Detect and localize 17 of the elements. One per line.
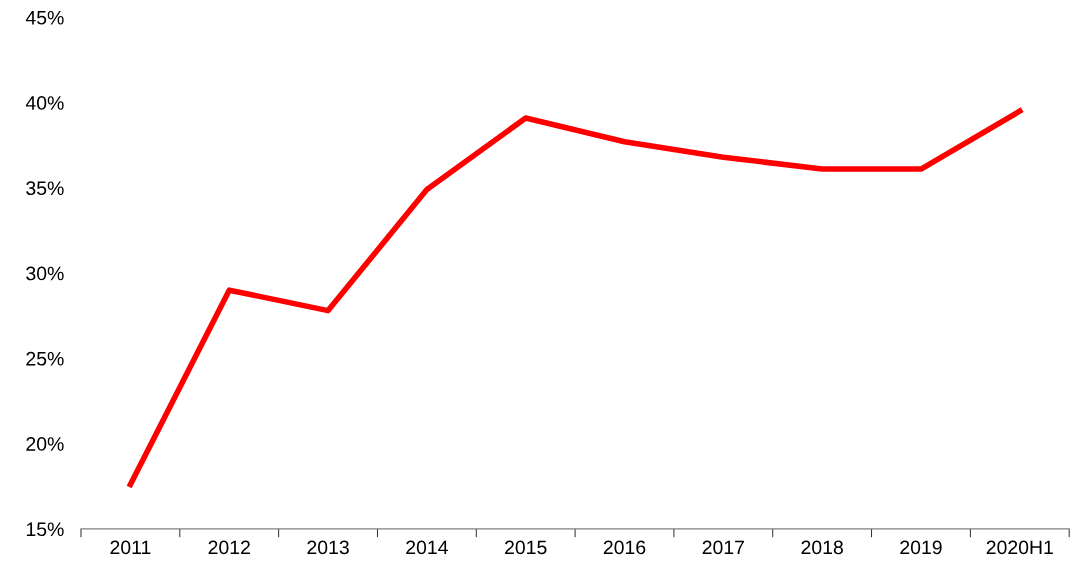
x-tick-label: 2011 [110, 540, 151, 555]
y-tick-label: 30% [26, 266, 64, 281]
y-tick-label: 15% [26, 522, 64, 537]
x-tick-label: 2019 [900, 540, 942, 555]
x-tick-label: 2016 [603, 540, 646, 555]
y-tick-label: 25% [26, 351, 64, 366]
x-tick-label: 2013 [307, 540, 349, 555]
x-tick-label: 2015 [505, 540, 547, 555]
x-tick-label: 2020H1 [986, 540, 1053, 555]
x-tick-label: 2018 [801, 540, 843, 555]
x-tick-label: 2017 [702, 540, 744, 555]
y-tick-label: 40% [25, 96, 64, 110]
x-tick-label: 2012 [208, 540, 250, 555]
x-tick-label: 2014 [406, 540, 448, 555]
y-tick-label: 45% [25, 10, 64, 25]
y-tick-label: 35% [26, 181, 64, 196]
y-tick-label: 20% [26, 437, 64, 451]
